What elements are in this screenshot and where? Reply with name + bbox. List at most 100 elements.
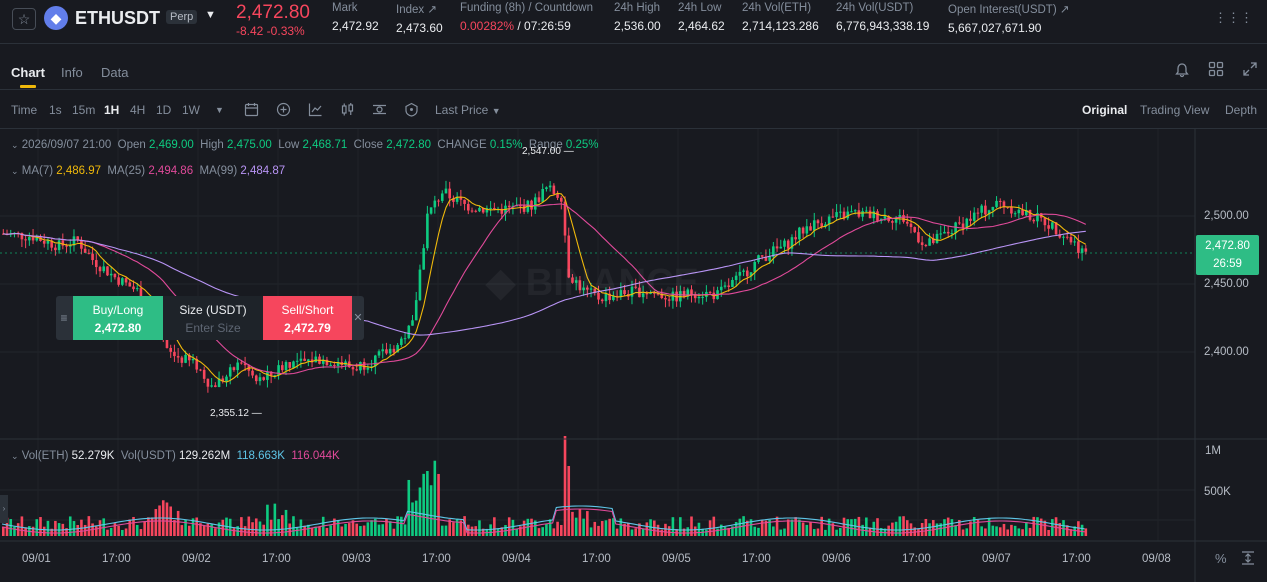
volume-bar xyxy=(403,524,407,536)
candle xyxy=(1036,213,1039,222)
sell-short-button[interactable]: Sell/Short 2,472.79 xyxy=(263,296,352,340)
layout-grid-icon[interactable] xyxy=(1208,61,1224,77)
volume-bar xyxy=(790,519,794,536)
candle xyxy=(891,221,894,223)
volume-bar xyxy=(998,527,1002,536)
candle xyxy=(772,246,775,257)
volume-bar xyxy=(143,521,146,536)
volume-bar xyxy=(496,529,500,536)
size-input[interactable]: Size (USDT) Enter Size xyxy=(163,296,263,340)
volume-bar xyxy=(626,523,630,536)
candle xyxy=(519,205,522,207)
view-trading-view[interactable]: Trading View xyxy=(1140,103,1210,117)
indicators-icon[interactable] xyxy=(308,102,323,117)
volume-bar xyxy=(976,519,980,536)
interval-1h[interactable]: 1H xyxy=(104,103,120,117)
volume-bar xyxy=(783,528,786,536)
candle xyxy=(876,211,879,221)
symbol-dropdown-icon[interactable]: ▼ xyxy=(205,9,216,21)
volume-bar xyxy=(195,517,199,536)
stat-index[interactable]: Index ↗ 2,473.60 xyxy=(396,4,443,35)
bell-icon[interactable] xyxy=(1174,62,1190,78)
volume-bar xyxy=(515,528,518,536)
price-axis-label: 2,450.00 xyxy=(1204,278,1249,290)
volume-bar xyxy=(433,460,437,536)
volume-bar xyxy=(712,516,716,536)
volume-bar xyxy=(649,519,652,536)
volume-bar xyxy=(1058,523,1062,536)
candle xyxy=(266,371,269,380)
interval-1w[interactable]: 1W xyxy=(182,103,200,117)
candle xyxy=(742,270,745,272)
interval-15m[interactable]: 15m xyxy=(72,103,96,117)
stat-mark: Mark 2,472.92 xyxy=(332,2,379,33)
volume-bar xyxy=(1028,527,1032,536)
candle xyxy=(310,359,314,363)
candle xyxy=(470,210,474,212)
candle xyxy=(972,212,976,221)
candle xyxy=(72,236,76,246)
volume-bar xyxy=(995,526,998,536)
volume-bar xyxy=(961,529,965,536)
chart-settings-icon[interactable] xyxy=(372,102,387,117)
interval-1s[interactable]: 1s xyxy=(49,103,62,117)
tab-chart[interactable]: Chart xyxy=(11,65,45,80)
candle xyxy=(299,358,303,361)
candle xyxy=(195,358,199,370)
candle xyxy=(448,188,451,199)
stat-24h-low: 24h Low 2,464.62 xyxy=(678,2,725,33)
candle xyxy=(463,199,466,204)
candle xyxy=(321,359,325,364)
stat-funding: Funding (8h) / Countdown 0.00282% / 07:2… xyxy=(460,2,593,33)
interval-4h[interactable]: 4H xyxy=(130,103,146,117)
candle-type-icon[interactable] xyxy=(340,102,355,117)
candle xyxy=(109,273,113,276)
candle xyxy=(1073,241,1076,243)
expand-icon[interactable] xyxy=(1242,61,1258,77)
tab-info[interactable]: Info xyxy=(61,65,83,80)
time-axis-label: 09/08 xyxy=(1142,553,1171,565)
tab-data[interactable]: Data xyxy=(101,65,129,80)
volume-bar xyxy=(794,517,797,536)
candle xyxy=(98,267,102,272)
buy-long-button[interactable]: Buy/Long 2,472.80 xyxy=(73,296,163,340)
volume-bar xyxy=(9,519,13,536)
percent-scale-button[interactable]: % xyxy=(1215,551,1227,566)
drag-handle-icon[interactable]: ≡ xyxy=(60,311,68,325)
drawing-toolbar-toggle[interactable]: › xyxy=(0,495,8,523)
kline-chart[interactable]: ◆ BINANCE xyxy=(0,129,1267,582)
volume-bar xyxy=(980,526,983,536)
interval-1d[interactable]: 1D xyxy=(156,103,172,117)
candle xyxy=(932,238,935,243)
candle xyxy=(188,354,191,361)
candle xyxy=(307,359,310,362)
shield-icon[interactable] xyxy=(404,102,419,117)
time-axis-label: 17:00 xyxy=(582,553,611,565)
last-price-select[interactable]: Last Price ▼ xyxy=(435,103,501,117)
view-depth[interactable]: Depth xyxy=(1225,103,1258,117)
more-menu-icon[interactable]: ⋮⋮⋮ xyxy=(1214,10,1253,25)
volume-bar xyxy=(786,519,790,536)
close-icon[interactable]: ✕ xyxy=(353,312,363,324)
calendar-icon[interactable] xyxy=(244,102,259,117)
candle xyxy=(254,375,258,382)
view-original[interactable]: Original xyxy=(1082,103,1128,117)
volume-bar xyxy=(641,528,645,536)
candle xyxy=(980,205,983,213)
stat-open-interest[interactable]: Open Interest(USDT) ↗ 5,667,027,671.90 xyxy=(948,4,1070,35)
add-indicator-icon[interactable] xyxy=(276,102,291,117)
candle xyxy=(117,277,120,285)
interval-dropdown-icon[interactable]: ▼ xyxy=(215,105,224,115)
auto-scale-icon[interactable] xyxy=(1241,551,1255,565)
candle xyxy=(228,367,232,377)
candle xyxy=(1017,209,1021,214)
candle xyxy=(924,244,928,246)
candle xyxy=(366,367,370,370)
candle xyxy=(552,185,556,195)
interval-time[interactable]: Time xyxy=(11,103,38,117)
volume-bar xyxy=(154,509,158,536)
volume-bar xyxy=(422,473,425,536)
symbol-name[interactable]: ETHUSDT xyxy=(75,8,160,28)
volume-bar xyxy=(753,526,757,536)
favorite-star-icon[interactable]: ☆ xyxy=(12,8,36,30)
